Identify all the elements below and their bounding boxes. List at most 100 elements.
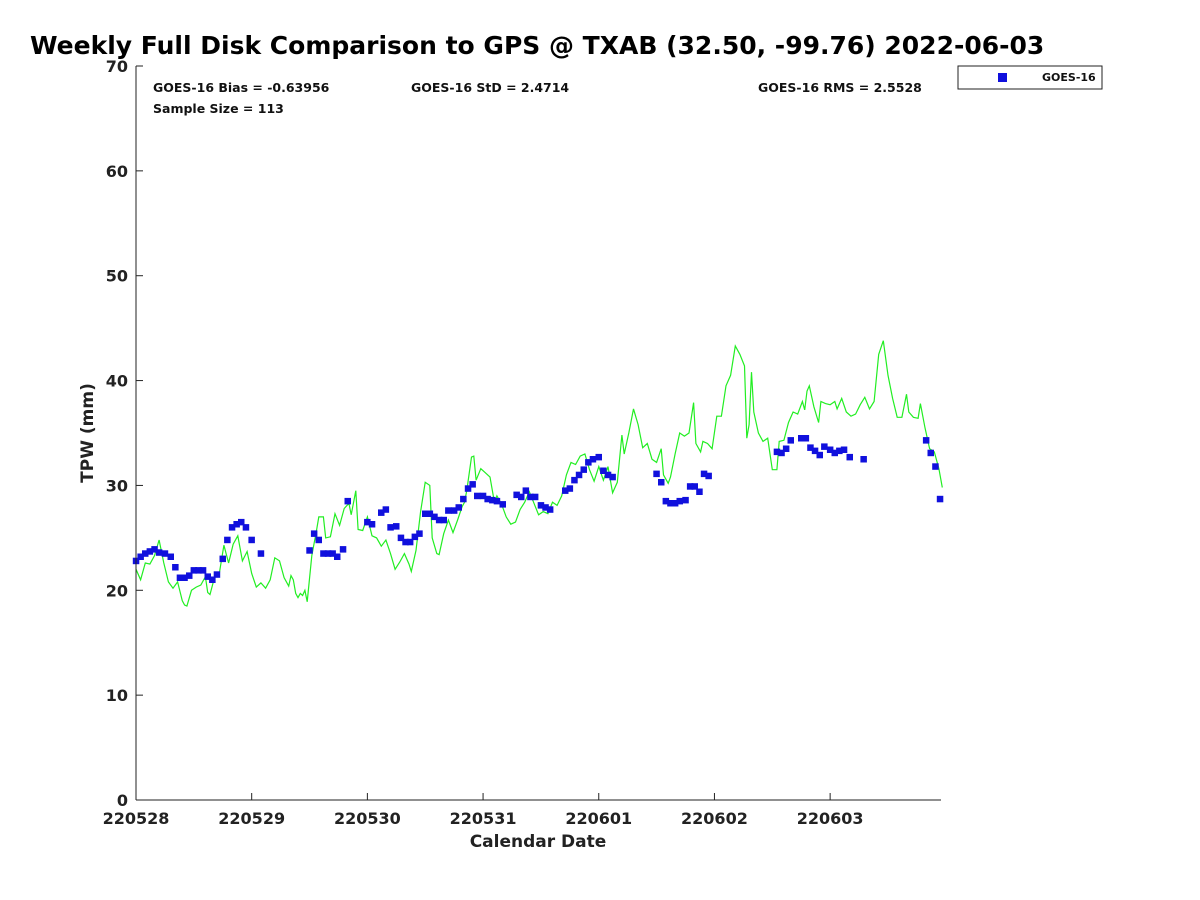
x-tick-label: 220603 (797, 809, 864, 828)
goes16-point (228, 524, 236, 531)
goes16-series (132, 435, 944, 583)
goes16-point (860, 456, 867, 463)
y-tick-label: 60 (106, 162, 128, 181)
goes16-point (546, 506, 554, 513)
goes16-point (445, 507, 452, 514)
goes16-point (186, 572, 193, 579)
goes16-point (811, 447, 819, 455)
goes16-point (802, 435, 810, 442)
legend-label-goes16: GOES-16 (1042, 71, 1096, 84)
goes16-point (566, 485, 574, 492)
goes16-point (161, 550, 169, 557)
bias-stat: GOES-16 Bias = -0.63956 (153, 80, 330, 95)
goes16-point (927, 449, 934, 457)
goes16-point (585, 459, 592, 466)
goes16-point (499, 501, 506, 508)
goes16-point (537, 502, 545, 509)
goes16-point (682, 496, 689, 504)
goes16-point (489, 496, 496, 504)
x-tick-label: 220528 (103, 809, 170, 828)
goes16-point (172, 564, 179, 571)
goes16-point (474, 492, 481, 500)
x-tick-label: 220601 (565, 809, 632, 828)
goes16-point (339, 546, 347, 553)
goes16-point (422, 510, 429, 517)
goes16-point (257, 550, 265, 557)
goes16-point (209, 576, 216, 583)
goes16-point (167, 553, 174, 560)
y-tick-label: 70 (106, 57, 128, 76)
goes16-point (464, 485, 472, 492)
goes16-point (518, 493, 525, 501)
goes16-point (397, 534, 405, 542)
goes16-point (595, 453, 602, 461)
goes16-point (248, 536, 255, 544)
goes16-point (575, 471, 583, 479)
goes16-point (324, 550, 332, 557)
goes16-point (562, 487, 569, 494)
goes16-point (368, 521, 376, 528)
goes16-point (195, 567, 202, 574)
goes16-point (662, 497, 670, 505)
legend-marker-goes16 (998, 73, 1007, 82)
goes16-point (431, 513, 438, 521)
goes16-point (238, 518, 245, 526)
goes16-point (393, 523, 400, 530)
goes16-point (600, 467, 607, 474)
goes16-point (807, 444, 814, 451)
legend: GOES-16 (957, 65, 1103, 90)
goes16-point (190, 567, 198, 574)
goes16-point (493, 497, 501, 505)
goes16-point (213, 571, 221, 578)
y-tick-label: 30 (106, 476, 128, 495)
goes16-point (580, 466, 587, 473)
goes16-point (484, 495, 491, 503)
goes16-point (204, 573, 211, 580)
goes16-point (531, 493, 539, 501)
goes16-point (306, 547, 313, 554)
goes16-point (344, 497, 351, 505)
goes16-point (155, 549, 163, 556)
goes16-point (821, 443, 828, 450)
goes16-point (406, 538, 414, 546)
goes16-point (826, 446, 834, 453)
x-tick-label: 220529 (218, 809, 285, 828)
plot-area (136, 66, 941, 800)
goes16-point (513, 491, 520, 499)
x-tick-label: 220530 (334, 809, 401, 828)
goes16-point (364, 518, 371, 526)
goes16-point (604, 471, 612, 479)
goes16-point (922, 437, 930, 444)
goes16-point (686, 483, 694, 490)
goes16-point (542, 504, 549, 511)
std-stat: GOES-16 StD = 2.4714 (411, 80, 569, 95)
goes16-point (671, 500, 679, 507)
goes16-point (219, 555, 226, 563)
goes16-point (676, 497, 683, 505)
goes16-point (199, 567, 207, 574)
goes16-point (176, 574, 184, 581)
goes16-point (378, 509, 385, 516)
goes16-point (320, 550, 327, 557)
x-tick-label: 220602 (681, 809, 748, 828)
goes16-point (787, 437, 794, 444)
goes16-point (653, 470, 660, 478)
goes16-point (137, 553, 144, 560)
sample-size-stat: Sample Size = 113 (153, 101, 284, 116)
y-tick-label: 0 (117, 791, 128, 810)
y-tick-label: 40 (106, 372, 128, 391)
goes16-point (181, 574, 188, 581)
y-tick-label: 50 (106, 267, 128, 286)
goes16-point (658, 479, 665, 486)
goes16-point (778, 449, 785, 457)
goes16-point (705, 472, 712, 480)
goes16-point (146, 548, 154, 555)
goes16-point (329, 550, 336, 557)
goes16-point (334, 553, 341, 560)
y-ticks: 0 10 20 30 40 50 60 70 (106, 57, 143, 810)
goes16-point (242, 524, 250, 531)
y-axis-label: TPW (mm) (78, 383, 98, 483)
legend-box (957, 65, 1103, 90)
y-tick-label: 10 (106, 686, 128, 705)
